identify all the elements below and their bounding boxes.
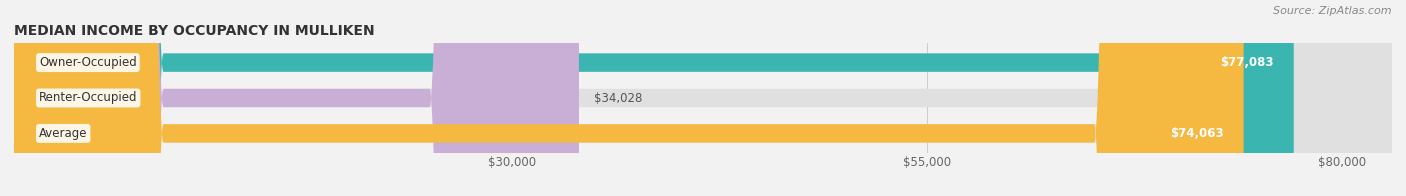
FancyBboxPatch shape	[14, 0, 1392, 196]
Text: Renter-Occupied: Renter-Occupied	[39, 92, 138, 104]
Text: MEDIAN INCOME BY OCCUPANCY IN MULLIKEN: MEDIAN INCOME BY OCCUPANCY IN MULLIKEN	[14, 24, 374, 38]
Text: Average: Average	[39, 127, 87, 140]
Text: Source: ZipAtlas.com: Source: ZipAtlas.com	[1274, 6, 1392, 16]
FancyBboxPatch shape	[14, 0, 1392, 196]
Text: $74,063: $74,063	[1170, 127, 1223, 140]
FancyBboxPatch shape	[14, 0, 579, 196]
FancyBboxPatch shape	[14, 0, 1243, 196]
FancyBboxPatch shape	[14, 0, 1294, 196]
Text: $34,028: $34,028	[593, 92, 643, 104]
Text: Owner-Occupied: Owner-Occupied	[39, 56, 136, 69]
FancyBboxPatch shape	[14, 0, 1392, 196]
Text: $77,083: $77,083	[1220, 56, 1274, 69]
